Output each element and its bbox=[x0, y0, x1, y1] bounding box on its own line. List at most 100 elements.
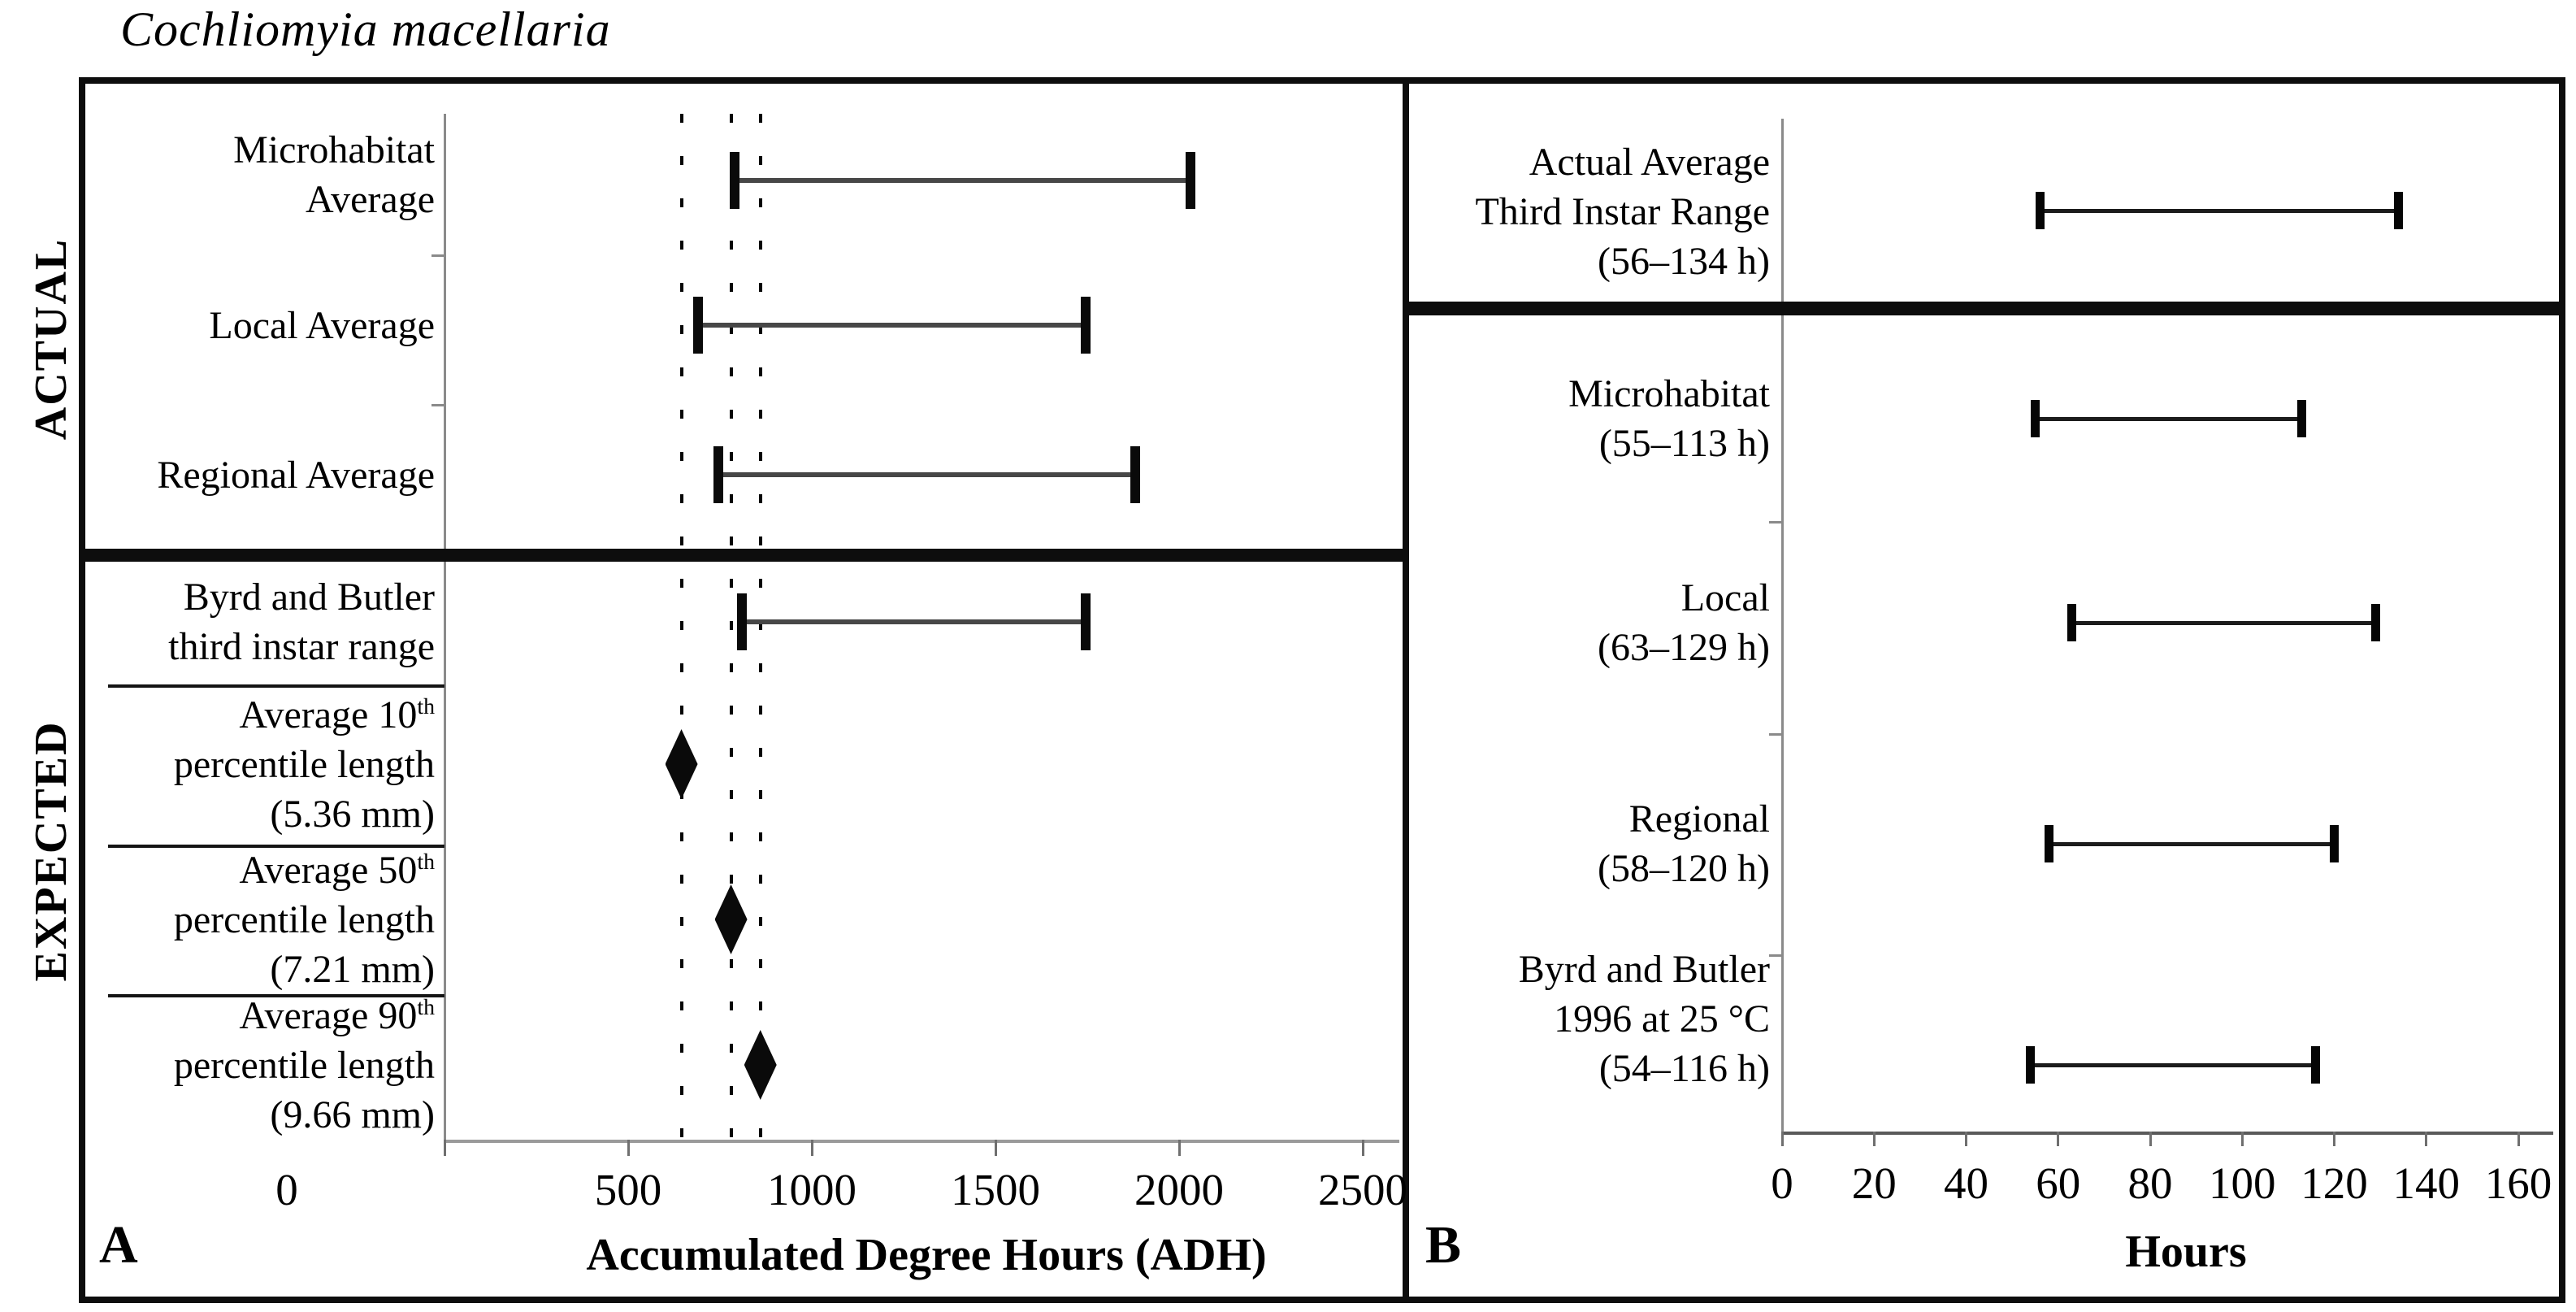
range-bar-cap-right bbox=[1185, 152, 1195, 209]
tick-label: 1000 bbox=[767, 1165, 856, 1214]
range-bar-cap-right bbox=[2311, 1046, 2321, 1084]
category-notch bbox=[1769, 954, 1782, 957]
tick-label: 100 bbox=[2209, 1158, 2276, 1208]
section-divider bbox=[1406, 302, 2559, 315]
figure-border bbox=[79, 77, 2565, 1303]
range-bar-cap-left bbox=[2067, 604, 2077, 641]
row-label-line: third instar range bbox=[168, 625, 435, 668]
row-label-line: Average 50th bbox=[239, 848, 435, 892]
row-label: Average 10th percentile length (5.36 mm) bbox=[0, 690, 435, 839]
category-notch bbox=[1769, 733, 1782, 736]
tick-label: 120 bbox=[2301, 1158, 2368, 1208]
range-bar-cap-right bbox=[2297, 400, 2307, 437]
axis-tick bbox=[627, 1140, 630, 1156]
row-label-line: Average 90th bbox=[239, 993, 435, 1037]
row-label-line: Regional Average bbox=[157, 453, 435, 497]
tick-label: 140 bbox=[2392, 1158, 2461, 1208]
axis-tick bbox=[2240, 1132, 2244, 1146]
panel-b-letter: B bbox=[1425, 1215, 1462, 1275]
row-label-line: (5.36 mm) bbox=[270, 792, 435, 836]
range-bar-cap-left bbox=[2044, 825, 2053, 862]
range-bar-cap-left bbox=[730, 152, 740, 209]
axis-tick bbox=[1177, 1140, 1181, 1156]
axis-tick bbox=[2425, 1132, 2428, 1146]
tick-label: 20 bbox=[1851, 1158, 1897, 1208]
tick-label: 160 bbox=[2484, 1158, 2552, 1208]
range-bar-cap-left bbox=[2035, 192, 2045, 229]
range-bar-line bbox=[2040, 208, 2399, 213]
range-bar-cap-left bbox=[2026, 1046, 2036, 1084]
row-label-line: Microhabitat bbox=[1568, 372, 1770, 415]
row-label: Average 50th percentile length (7.21 mm) bbox=[0, 845, 435, 994]
range-bar-cap-right bbox=[2394, 192, 2404, 229]
axis-tick bbox=[1872, 1132, 1876, 1146]
tick-label: 1500 bbox=[951, 1165, 1040, 1214]
row-label: Byrd and Butler third instar range bbox=[0, 572, 435, 671]
reference-line bbox=[679, 114, 683, 1140]
row-label-line: 1996 at 25 °C bbox=[1554, 997, 1770, 1040]
tick-label: 60 bbox=[2036, 1158, 2081, 1208]
panel-b-axis-title: Hours bbox=[2125, 1227, 2247, 1277]
row-label-line: percentile length bbox=[173, 1043, 435, 1087]
row-label-line: Average bbox=[306, 178, 435, 221]
reference-line bbox=[758, 114, 762, 1140]
range-bar-cap-right bbox=[2330, 825, 2339, 862]
category-notch bbox=[432, 254, 445, 257]
figure-title: Cochliomyia macellaria bbox=[120, 2, 611, 56]
row-label-line: (7.21 mm) bbox=[270, 947, 435, 991]
range-bar-cap-left bbox=[692, 297, 703, 354]
axis-tick bbox=[443, 1140, 446, 1156]
range-bar-line bbox=[697, 323, 1086, 328]
row-label: Regional (58–120 h) bbox=[1201, 794, 1770, 893]
category-axis bbox=[1781, 119, 1784, 1132]
row-label-line: Byrd and Butler bbox=[1518, 947, 1770, 991]
tick-label: 2500 bbox=[1318, 1165, 1407, 1214]
range-bar-line bbox=[735, 178, 1190, 183]
row-label: Average 90th percentile length (9.66 mm) bbox=[0, 991, 435, 1140]
range-bar-line bbox=[742, 619, 1086, 624]
row-label: Actual Average Third Instar Range (56–134 … bbox=[1201, 137, 1770, 286]
diamond-marker bbox=[744, 1030, 777, 1100]
tick-label: 0 bbox=[275, 1165, 298, 1214]
tick-label: 2000 bbox=[1134, 1165, 1224, 1214]
category-notch bbox=[1769, 521, 1782, 523]
row-label-line: Regional bbox=[1628, 797, 1770, 841]
axis-tick bbox=[994, 1140, 997, 1156]
range-bar-line bbox=[718, 472, 1135, 477]
axis-tick bbox=[2149, 1132, 2152, 1146]
range-bar-cap-right bbox=[2370, 604, 2380, 641]
label-separator bbox=[108, 845, 445, 848]
row-label-line: Local Average bbox=[209, 303, 435, 347]
row-label-line: Byrd and Butler bbox=[183, 576, 435, 619]
range-bar-line bbox=[2071, 620, 2376, 625]
range-bar-cap-right bbox=[1130, 446, 1140, 503]
tick-label: 0 bbox=[1771, 1158, 1793, 1208]
row-label-line: (56–134 h) bbox=[1598, 239, 1770, 283]
row-label: Local (63–129 h) bbox=[1201, 573, 1770, 672]
tick-label: 500 bbox=[594, 1165, 662, 1214]
range-bar-cap-left bbox=[2030, 400, 2040, 437]
diamond-marker bbox=[714, 884, 748, 954]
axis-tick bbox=[2057, 1132, 2060, 1146]
row-label-line: Third Instar Range bbox=[1475, 189, 1770, 233]
category-notch bbox=[432, 404, 445, 406]
category-axis bbox=[444, 114, 446, 1140]
row-label-line: (54–116 h) bbox=[1598, 1046, 1770, 1090]
range-bar-line bbox=[2049, 841, 2335, 846]
row-label: Microhabitat (55–113 h) bbox=[1201, 369, 1770, 468]
panel-a-b-divider bbox=[1403, 77, 1409, 1303]
row-label-line: Actual Average bbox=[1529, 140, 1770, 184]
label-separator bbox=[108, 994, 445, 997]
axis-tick bbox=[2517, 1132, 2520, 1146]
row-label-line: Microhabitat bbox=[233, 128, 435, 172]
range-bar-line bbox=[2035, 416, 2302, 421]
tick-label: 40 bbox=[1944, 1158, 1988, 1208]
range-bar-cap-right bbox=[1080, 593, 1091, 650]
range-bar-cap-right bbox=[1080, 297, 1091, 354]
x-axis-line bbox=[1782, 1132, 2553, 1135]
row-label-line: (58–120 h) bbox=[1598, 847, 1770, 890]
row-label: Byrd and Butler 1996 at 25 °C (54–116 h) bbox=[1201, 945, 1770, 1093]
row-label-line: (55–113 h) bbox=[1598, 422, 1770, 465]
